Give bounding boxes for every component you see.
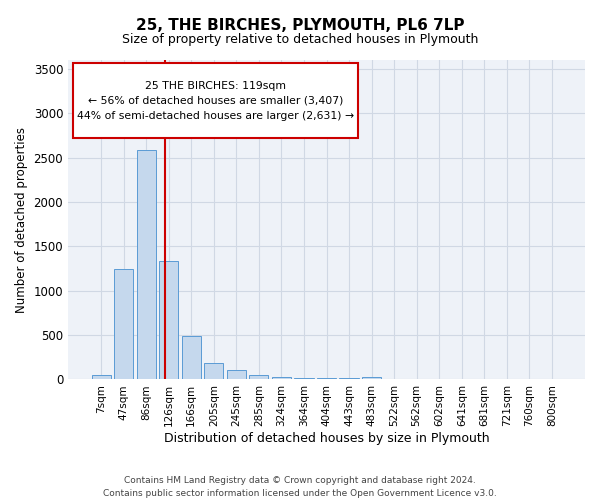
Text: Contains HM Land Registry data © Crown copyright and database right 2024.
Contai: Contains HM Land Registry data © Crown c… xyxy=(103,476,497,498)
Text: 25 THE BIRCHES: 119sqm
← 56% of detached houses are smaller (3,407)
44% of semi-: 25 THE BIRCHES: 119sqm ← 56% of detached… xyxy=(77,81,354,120)
Bar xyxy=(114,270,133,380)
Bar xyxy=(362,377,381,380)
Bar xyxy=(204,363,223,380)
Bar xyxy=(92,375,110,380)
Bar xyxy=(159,260,178,380)
Bar xyxy=(182,336,201,380)
FancyBboxPatch shape xyxy=(73,63,358,138)
Bar xyxy=(250,375,268,380)
X-axis label: Distribution of detached houses by size in Plymouth: Distribution of detached houses by size … xyxy=(164,432,490,445)
Bar xyxy=(227,370,246,380)
Bar xyxy=(317,378,336,380)
Text: Size of property relative to detached houses in Plymouth: Size of property relative to detached ho… xyxy=(122,32,478,46)
Bar xyxy=(295,378,314,380)
Bar xyxy=(137,150,156,380)
Bar xyxy=(340,378,359,380)
Text: 25, THE BIRCHES, PLYMOUTH, PL6 7LP: 25, THE BIRCHES, PLYMOUTH, PL6 7LP xyxy=(136,18,464,32)
Bar xyxy=(272,377,291,380)
Y-axis label: Number of detached properties: Number of detached properties xyxy=(15,126,28,312)
